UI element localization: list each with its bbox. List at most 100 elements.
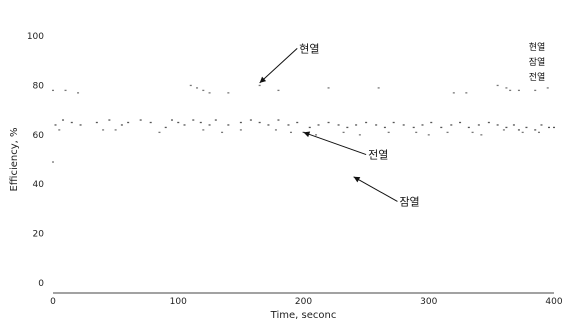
data-point [149, 121, 152, 124]
data-point [358, 134, 361, 136]
annotation-label: 현열 [299, 42, 319, 55]
data-point [95, 121, 98, 124]
data-point [355, 124, 358, 126]
data-point [517, 89, 520, 92]
data-point [52, 161, 54, 163]
data-point [202, 129, 205, 131]
data-point [402, 124, 405, 126]
data-point [164, 126, 167, 129]
data-point [546, 87, 549, 89]
x-axis-title: Time, seconc [270, 310, 337, 321]
data-point [521, 131, 524, 134]
data-point [540, 124, 543, 126]
data-point [199, 121, 202, 124]
legend-entry: 현열 [529, 42, 546, 53]
data-point [52, 89, 54, 92]
y-tick-label: 20 [33, 230, 45, 240]
data-point [170, 119, 173, 121]
data-point [377, 87, 380, 89]
data-point [421, 124, 424, 126]
data-point [525, 126, 528, 129]
data-point [496, 84, 499, 87]
data-point [375, 124, 378, 126]
data-point [440, 126, 443, 129]
data-point [317, 124, 320, 126]
data-point [505, 87, 508, 89]
data-point [315, 134, 318, 136]
data-point [505, 126, 508, 129]
data-point [196, 87, 199, 89]
annotation-label: 전열 [368, 149, 388, 162]
annotation-arrowhead [303, 131, 311, 138]
data-point [249, 119, 252, 121]
data-point [277, 89, 280, 92]
annotation-arrow [353, 176, 398, 202]
data-point [289, 131, 292, 134]
data-point [62, 119, 65, 121]
data-point [227, 92, 230, 94]
data-point [412, 126, 415, 129]
data-point [127, 121, 130, 124]
data-point [296, 121, 299, 124]
data-point [465, 92, 468, 94]
annotation-arrow [303, 131, 367, 156]
data-point [189, 84, 192, 87]
data-point [365, 121, 368, 124]
data-point [108, 119, 111, 121]
data-point [427, 134, 430, 136]
data-point [383, 126, 386, 129]
data-point [337, 124, 340, 126]
data-point [512, 124, 515, 126]
y-tick-label: 60 [33, 131, 45, 141]
data-point [534, 129, 537, 131]
data-point [227, 124, 230, 126]
data-point [509, 89, 512, 92]
data-point [70, 121, 73, 124]
data-point [342, 131, 345, 134]
y-tick-label: 100 [27, 32, 44, 42]
data-point [415, 131, 418, 134]
data-point [487, 121, 490, 124]
data-point [517, 129, 520, 131]
data-point [392, 121, 395, 124]
data-point [208, 92, 211, 94]
data-point [58, 129, 61, 131]
data-point [54, 124, 57, 126]
data-point [258, 84, 261, 87]
data-point [102, 129, 105, 131]
data-points [52, 84, 555, 163]
data-point [277, 119, 280, 121]
data-point [267, 124, 270, 126]
data-point [239, 129, 242, 131]
data-point [287, 124, 290, 126]
data-point [327, 121, 330, 124]
data-point [114, 129, 117, 131]
y-tick-label: 80 [33, 81, 45, 91]
x-tick-labels: 0 100 200 300 400 [50, 297, 563, 307]
data-point [477, 124, 480, 126]
data-point [452, 92, 455, 94]
data-point [120, 124, 123, 126]
y-tick-labels: 0 20 40 60 80 100 [27, 32, 44, 289]
data-point [537, 131, 540, 134]
legend-entry: 전열 [529, 72, 546, 83]
series-1 [52, 84, 549, 94]
data-point [471, 131, 474, 134]
data-point [158, 131, 161, 134]
data-point [274, 129, 277, 131]
data-point [77, 92, 80, 94]
data-point [64, 89, 67, 92]
y-axis-title: Efficiency, % [9, 127, 20, 191]
data-point [177, 121, 180, 124]
series-2 [54, 119, 555, 131]
annotation-arrow [259, 47, 298, 84]
legend-entry: 잠열 [529, 57, 546, 68]
data-point [450, 124, 453, 126]
data-point [480, 134, 483, 136]
data-point [547, 126, 550, 129]
data-point [183, 124, 186, 126]
x-tick-label: 200 [295, 297, 312, 307]
data-point [430, 121, 433, 124]
